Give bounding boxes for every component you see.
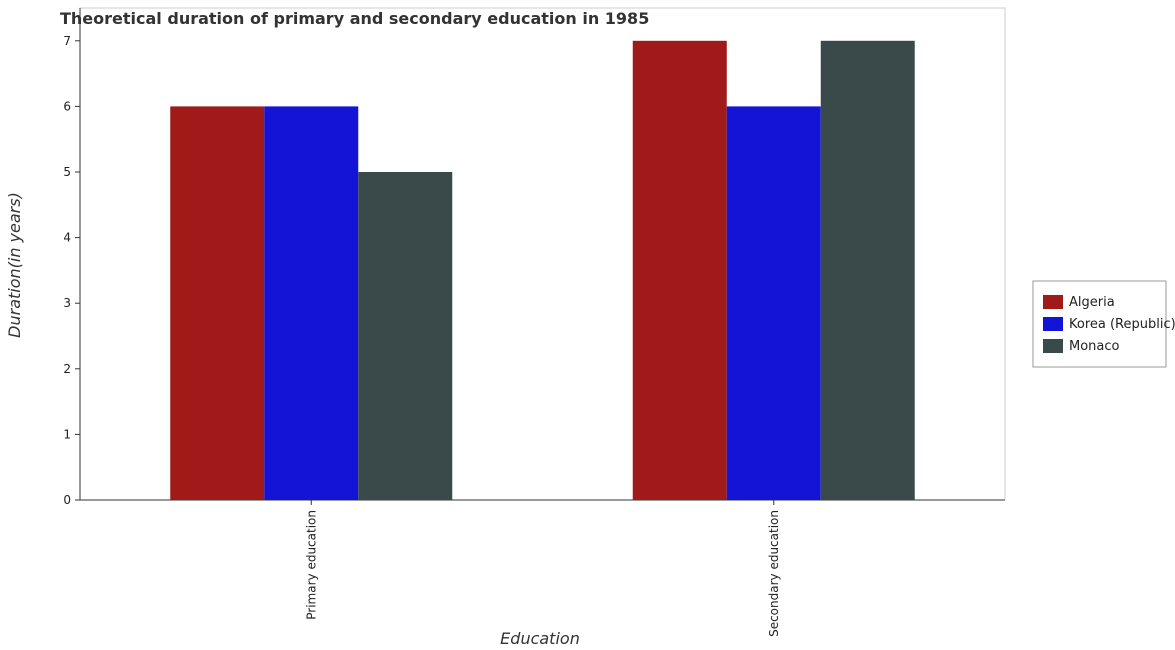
chart-title: Theoretical duration of primary and seco…: [60, 9, 649, 28]
legend-swatch: [1043, 339, 1063, 353]
legend: Algeria Korea (Republic) Monaco: [1032, 280, 1175, 368]
x-axis-label: Education: [500, 629, 580, 648]
bar-algeria-1: [170, 106, 265, 501]
y-tick-label: 4: [63, 231, 71, 245]
legend-entry: Korea (Republic): [1069, 317, 1175, 332]
y-tick-label: 7: [63, 34, 71, 48]
y-axis-label: Duration(in years): [5, 192, 24, 338]
y-tick-label: 0: [63, 493, 71, 507]
y-tick-label: 6: [63, 99, 71, 113]
bar-korea-republic-1: [264, 106, 359, 501]
legend-entry: Algeria: [1069, 295, 1115, 310]
bar-korea-republic-2: [726, 106, 821, 501]
y-tick-label: 3: [63, 296, 71, 310]
x-tick-label: Secondary education: [767, 510, 781, 637]
x-tick-label: Primary education: [304, 510, 318, 620]
legend-swatch: [1043, 317, 1063, 331]
y-tick-label: 1: [63, 427, 71, 441]
y-tick-label: 2: [63, 362, 71, 376]
bar-monaco-2: [820, 40, 915, 501]
legend-swatch: [1043, 295, 1063, 309]
legend-entry: Monaco: [1069, 339, 1120, 354]
plot-area: 0 1 2 3 4 5 6 7 Primary education Secondary educa…: [63, 7, 1006, 637]
bar-monaco-1: [358, 172, 453, 500]
bar-algeria-2: [632, 40, 727, 501]
y-tick-label: 5: [63, 165, 71, 179]
